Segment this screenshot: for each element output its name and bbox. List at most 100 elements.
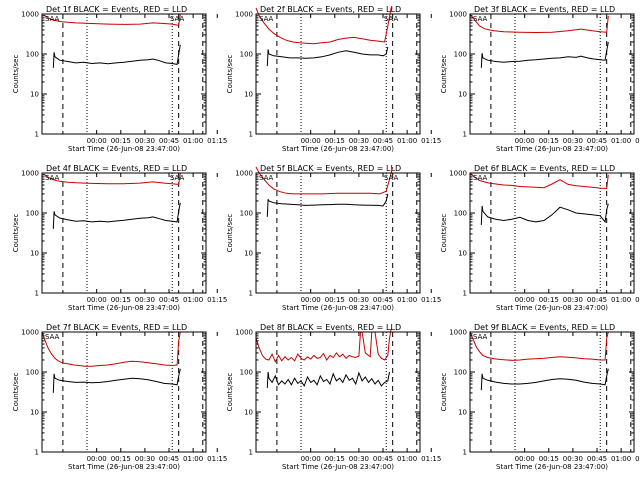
y-tick-label: 1: [463, 449, 467, 457]
x-tick-label: 00:00: [301, 296, 321, 304]
x-axis-label: Start Time (26-Jun-08 23:47:00): [68, 145, 180, 153]
series-line-events: [480, 368, 609, 391]
chart-title: Det 2f BLACK = Events, RED = LLD: [260, 5, 401, 14]
x-tick-label: 01:00: [611, 296, 631, 304]
chart-panel-det-8: Det 8f BLACK = Events, RED = LLD 1 10 100 10…: [226, 323, 441, 471]
y-tick-label: 10: [458, 250, 467, 258]
y-tick-label: 100: [26, 210, 39, 218]
y-tick-label: 10: [30, 409, 39, 417]
y-tick-label: 10: [30, 250, 39, 258]
y-tick-label: 1: [249, 290, 253, 298]
y-tick-label: 1: [463, 131, 467, 139]
x-tick-label: 00:30: [563, 137, 583, 145]
x-tick-label: 00:30: [135, 455, 155, 463]
saa-label: SAA: [473, 333, 488, 341]
series-line-events: [266, 193, 389, 217]
x-tick-label: 00:30: [563, 455, 583, 463]
series-line-lld: [469, 172, 609, 190]
saa-label: SAA: [170, 174, 185, 182]
x-tick-label: 01:00: [397, 137, 417, 145]
x-tick-label: 01:00: [397, 296, 417, 304]
x-tick-label: 00:30: [135, 296, 155, 304]
series-line-events: [52, 44, 181, 68]
x-tick-label: 00:45: [159, 296, 179, 304]
y-axis-label: Counts/sec: [12, 55, 20, 94]
chart-title: Det 1f BLACK = Events, RED = LLD: [46, 5, 187, 14]
x-tick-label: 01:15: [635, 455, 640, 463]
x-tick-label: 00:45: [159, 455, 179, 463]
chart-title: Det 7f BLACK = Events, RED = LLD: [46, 323, 187, 332]
y-axis-label: Counts/sec: [440, 214, 448, 253]
y-tick-label: 1000: [235, 11, 253, 19]
x-tick-label: 00:15: [325, 137, 345, 145]
y-tick-label: 1: [249, 449, 253, 457]
x-tick-label: 00:45: [373, 137, 393, 145]
y-axis-label: Counts/sec: [440, 55, 448, 94]
x-tick-label: 01:00: [183, 455, 203, 463]
y-tick-label: 100: [454, 210, 467, 218]
saa-label: SAA: [473, 174, 488, 182]
y-tick-label: 1: [463, 290, 467, 298]
x-tick-label: 00:15: [111, 455, 131, 463]
y-tick-label: 10: [458, 409, 467, 417]
x-tick-label: 01:00: [611, 137, 631, 145]
chart-panel-det-1: Det 1f BLACK = Events, RED = LLD 1 10 100 10…: [12, 5, 227, 153]
plot-frame: [255, 172, 421, 294]
x-tick-label: 00:15: [325, 296, 345, 304]
y-tick-label: 100: [240, 210, 253, 218]
series-line-events: [480, 41, 609, 68]
y-tick-label: 1: [35, 131, 39, 139]
series-line-lld: [43, 13, 181, 26]
x-tick-label: 00:45: [587, 455, 607, 463]
plot-frame: [469, 13, 635, 135]
saa-label: SAA: [45, 15, 60, 23]
y-tick-label: 1000: [235, 329, 253, 337]
series-line-lld: [43, 172, 181, 185]
y-tick-label: 100: [26, 369, 39, 377]
y-tick-label: 1000: [21, 11, 39, 19]
x-tick-label: 01:15: [207, 296, 227, 304]
plot-frame: [255, 13, 421, 135]
x-axis-label: Start Time (26-Jun-08 23:47:00): [496, 304, 608, 312]
y-tick-label: 10: [244, 250, 253, 258]
plot-frame: [255, 331, 421, 453]
x-tick-label: 00:30: [349, 137, 369, 145]
x-tick-label: 01:15: [421, 455, 441, 463]
chart-panel-det-7: Det 7f BLACK = Events, RED = LLD 1 10 100 10…: [12, 323, 227, 471]
series-line-events: [266, 46, 389, 67]
y-axis-label: Counts/sec: [12, 214, 20, 253]
chart-panel-det-2: Det 2f BLACK = Events, RED = LLD 1 10 100 10…: [226, 5, 441, 153]
y-tick-label: 1: [35, 290, 39, 298]
y-axis-label: Counts/sec: [440, 373, 448, 412]
y-tick-label: 100: [454, 369, 467, 377]
y-axis-label: Counts/sec: [226, 55, 234, 94]
series-line-events: [52, 202, 181, 229]
y-axis-label: Counts/sec: [226, 373, 234, 412]
plot-frame: [41, 13, 207, 135]
y-tick-label: 1000: [449, 11, 467, 19]
y-axis-label: Counts/sec: [12, 373, 20, 412]
series-line-lld: [255, 166, 394, 195]
x-tick-label: 00:45: [373, 455, 393, 463]
chart-panel-det-6: Det 6f BLACK = Events, RED = LLD 1 10 100 10…: [440, 164, 640, 312]
x-tick-label: 00:00: [301, 455, 321, 463]
y-tick-label: 10: [30, 91, 39, 99]
x-tick-label: 00:15: [539, 455, 559, 463]
saa-label: SAA: [384, 15, 399, 23]
y-tick-label: 1000: [21, 170, 39, 178]
x-tick-label: 01:00: [183, 137, 203, 145]
x-tick-label: 00:00: [515, 455, 535, 463]
saa-label: SAA: [45, 333, 60, 341]
x-axis-label: Start Time (26-Jun-08 23:47:00): [282, 463, 394, 471]
series-line-lld: [469, 13, 609, 34]
y-tick-label: 10: [244, 409, 253, 417]
saa-label: SAA: [45, 174, 60, 182]
x-tick-label: 00:45: [587, 137, 607, 145]
x-tick-label: 00:45: [373, 296, 393, 304]
y-tick-label: 1000: [449, 170, 467, 178]
plot-frame: [41, 331, 207, 453]
chart-panel-det-9: Det 9f BLACK = Events, RED = LLD 1 10 100 10…: [440, 323, 640, 471]
saa-label: SAA: [259, 174, 274, 182]
plot-frame: [469, 172, 635, 294]
x-tick-label: 01:15: [207, 455, 227, 463]
